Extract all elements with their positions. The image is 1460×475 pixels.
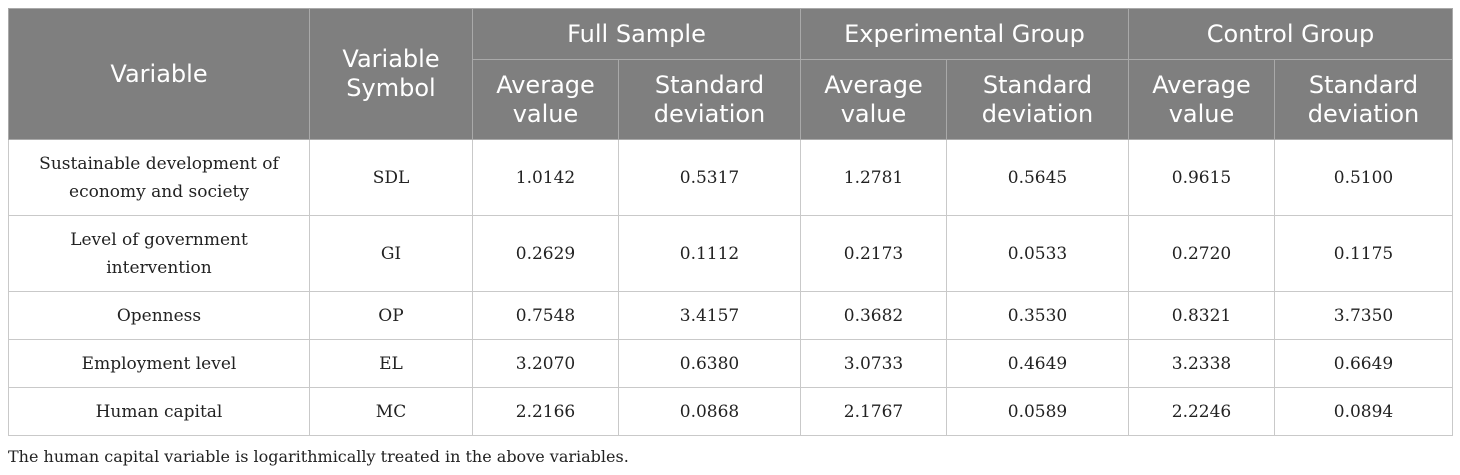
- cell-experimental-average: 0.2173: [800, 215, 947, 292]
- cell-control-sd: 3.7350: [1273, 291, 1454, 340]
- cell-full-average: 2.2166: [472, 387, 619, 436]
- cell-experimental-average: 3.0733: [800, 339, 947, 388]
- header-group-control: Control Group: [1127, 8, 1454, 60]
- cell-control-sd: 0.6649: [1273, 339, 1454, 388]
- cell-control-average: 0.9615: [1128, 139, 1275, 216]
- table-row: Human capital MC 2.2166 0.0868 2.1767 0.…: [8, 387, 1454, 436]
- cell-experimental-average: 0.3682: [800, 291, 947, 340]
- header-standard-deviation: Standard deviation: [946, 59, 1129, 140]
- table-row: Sustainable development of economy and s…: [8, 139, 1454, 216]
- table-row: Employment level EL 3.2070 0.6380 3.0733…: [8, 339, 1454, 388]
- header-standard-deviation: Standard deviation: [618, 59, 801, 140]
- cell-full-average: 0.2629: [472, 215, 619, 292]
- cell-full-average: 0.7548: [472, 291, 619, 340]
- cell-full-average: 1.0142: [472, 139, 619, 216]
- header-group-full-sample: Full Sample: [472, 8, 801, 60]
- table-row: Level of government intervention GI 0.26…: [8, 215, 1454, 292]
- cell-experimental-average: 1.2781: [800, 139, 947, 216]
- cell-control-sd: 0.0894: [1273, 387, 1454, 436]
- header-variable: Variable: [8, 8, 310, 140]
- cell-experimental-sd: 0.4649: [946, 339, 1129, 388]
- cell-control-average: 2.2246: [1128, 387, 1275, 436]
- table-row: Openness OP 0.7548 3.4157 0.3682 0.3530 …: [8, 291, 1454, 340]
- cell-variable-symbol: OP: [309, 291, 473, 340]
- cell-control-average: 3.2338: [1128, 339, 1275, 388]
- cell-full-sd: 0.1112: [618, 215, 801, 292]
- cell-experimental-sd: 0.5645: [946, 139, 1129, 216]
- cell-experimental-average: 2.1767: [800, 387, 947, 436]
- cell-experimental-sd: 0.3530: [946, 291, 1129, 340]
- table-footnote: The human capital variable is logarithmi…: [8, 447, 629, 466]
- table-body: Sustainable development of economy and s…: [8, 139, 1454, 436]
- cell-variable-symbol: MC: [309, 387, 473, 436]
- cell-variable-symbol: GI: [309, 215, 473, 292]
- header-group-experimental: Experimental Group: [800, 8, 1129, 60]
- header-average-value: Average value: [800, 59, 947, 140]
- cell-variable-symbol: SDL: [309, 139, 473, 216]
- cell-full-sd: 0.5317: [618, 139, 801, 216]
- descriptive-statistics-table: Variable Variable Symbol Full Sample Exp…: [8, 8, 1454, 436]
- cell-experimental-sd: 0.0589: [946, 387, 1129, 436]
- cell-variable-name: Level of government intervention: [8, 215, 310, 292]
- header-average-value: Average value: [472, 59, 619, 140]
- cell-experimental-sd: 0.0533: [946, 215, 1129, 292]
- header-standard-deviation: Standard deviation: [1273, 59, 1454, 140]
- cell-variable-name: Employment level: [8, 339, 310, 388]
- table-header: Variable Variable Symbol Full Sample Exp…: [8, 8, 1454, 140]
- cell-variable-name: Openness: [8, 291, 310, 340]
- cell-full-sd: 3.4157: [618, 291, 801, 340]
- header-variable-symbol: Variable Symbol: [309, 8, 473, 140]
- cell-control-sd: 0.5100: [1273, 139, 1454, 216]
- cell-variable-name: Sustainable development of economy and s…: [8, 139, 310, 216]
- cell-variable-name: Human capital: [8, 387, 310, 436]
- cell-control-sd: 0.1175: [1273, 215, 1454, 292]
- cell-variable-symbol: EL: [309, 339, 473, 388]
- cell-control-average: 0.2720: [1128, 215, 1275, 292]
- cell-control-average: 0.8321: [1128, 291, 1275, 340]
- cell-full-average: 3.2070: [472, 339, 619, 388]
- cell-full-sd: 0.6380: [618, 339, 801, 388]
- cell-full-sd: 0.0868: [618, 387, 801, 436]
- header-average-value: Average value: [1128, 59, 1275, 140]
